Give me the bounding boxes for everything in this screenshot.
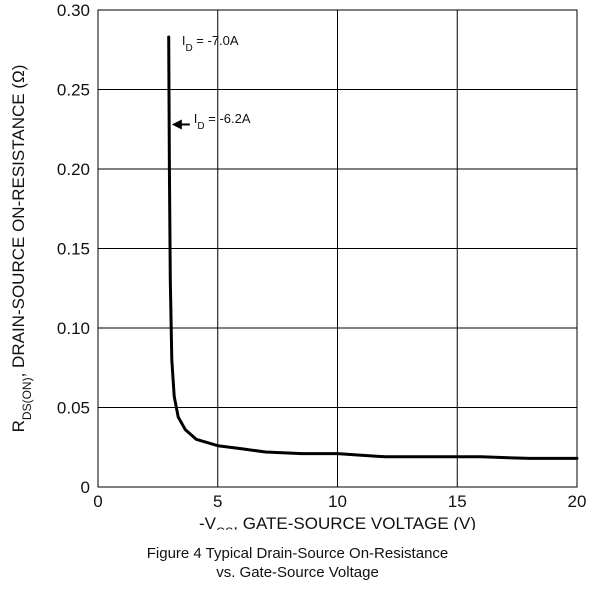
y-tick-label: 0.30	[57, 1, 90, 20]
y-tick-label: 0.10	[57, 319, 90, 338]
x-tick-label: 5	[213, 492, 222, 511]
tick-labels: 0 5 10 15 20 0 0.05 0.10 0.15 0.20 0.25 0.30	[57, 1, 587, 511]
series-line	[167, 35, 579, 460]
figure-caption-line-2: vs. Gate-Source Voltage	[216, 564, 379, 581]
x-tick-label: 15	[448, 492, 467, 511]
x-tick-label: 0	[93, 492, 102, 511]
chart: 0 5 10 15 20 0 0.05 0.10 0.15 0.20 0.25 0.30 ID = -…	[9, 1, 587, 530]
y-tick-label: 0.20	[57, 160, 90, 179]
x-tick-label: 10	[328, 492, 347, 511]
y-tick-label: 0	[81, 478, 90, 497]
y-tick-label: 0.15	[57, 240, 90, 259]
y-tick-label: 0.25	[57, 81, 90, 100]
annotations: ID = -7.0A ID = -6.2A	[171, 33, 251, 132]
figure-caption-line-1: Figure 4 Typical Drain-Source On-Resista…	[146, 545, 449, 562]
y-tick-label: 0.05	[57, 399, 90, 418]
current-annotation: ID = -7.0A	[182, 33, 239, 54]
x-axis-label: -VGS, GATE-SOURCE VOLTAGE (V)	[199, 514, 476, 530]
annotation-arrow-head	[171, 119, 182, 130]
x-tick-label: 20	[568, 492, 587, 511]
current-annotation: ID = -6.2A	[194, 111, 251, 132]
y-axis-label: RDS(ON), DRAIN-SOURCE ON-RESISTANCE (Ω)	[9, 65, 34, 433]
series-lines	[167, 35, 579, 460]
plot-frame	[97, 9, 578, 488]
